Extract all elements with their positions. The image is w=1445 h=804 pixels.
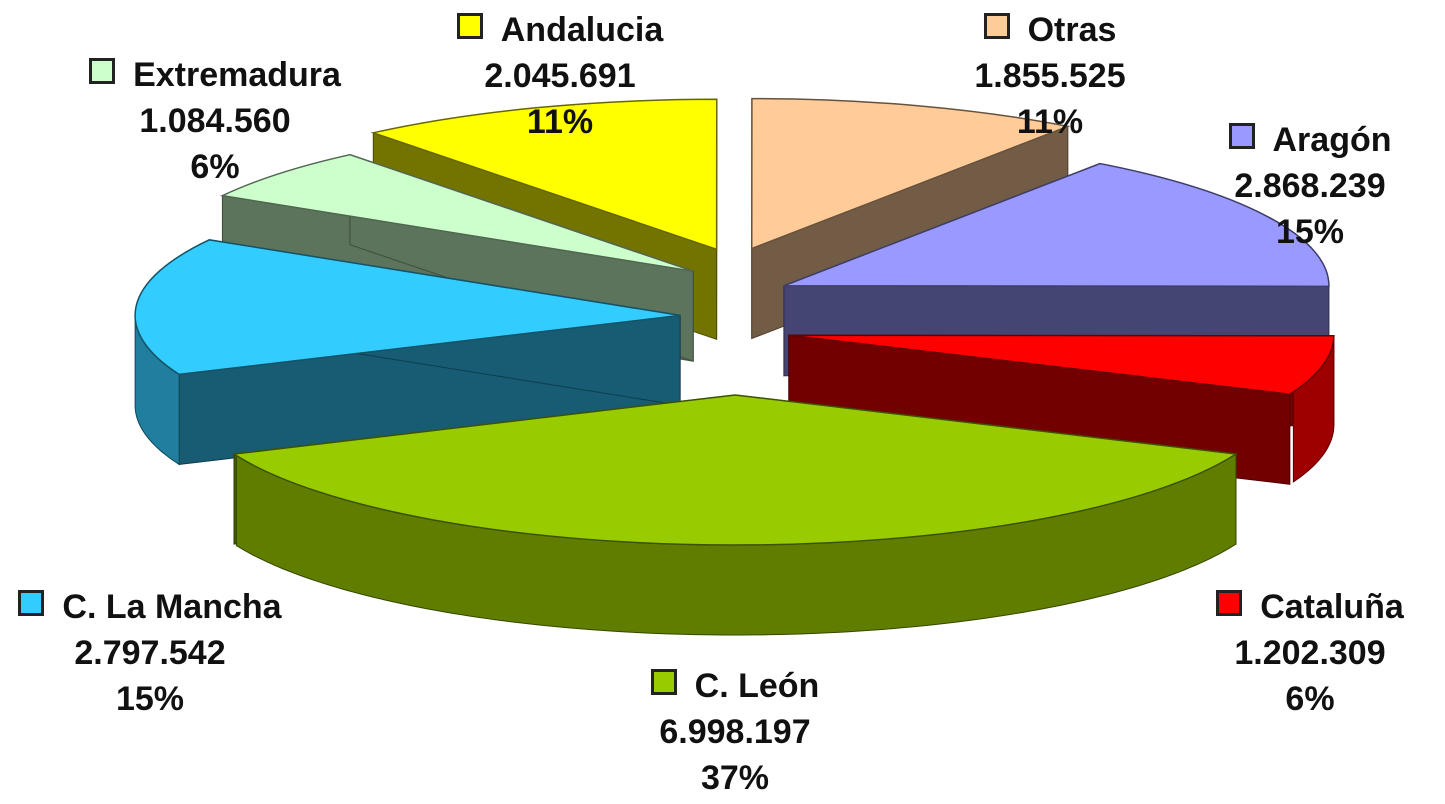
category-label: C. León [694,667,820,705]
legend-entry: Andalucia [370,7,750,53]
slice [783,162,1330,288]
percent-label: 6% [190,148,240,186]
slice-label: C. León 6.998.197 37% [525,663,945,801]
category-label: C. La Mancha [62,588,282,626]
value-label: 2.797.542 [74,634,226,672]
slice [134,239,681,376]
slice-label: Andalucia 2.045.691 11% [370,7,750,145]
category-label: Aragón [1272,121,1392,159]
percent-label: 6% [1285,680,1335,718]
legend-swatch [650,669,677,695]
slice [751,97,1071,250]
legend-swatch [18,590,45,616]
legend-entry: Otras [860,7,1240,53]
percent-label: 37% [700,759,770,797]
category-label: Andalucia [500,11,664,49]
legend-swatch [89,58,116,84]
value-label: 1.855.525 [974,57,1126,95]
value-label: 6.998.197 [659,713,811,751]
category-label: Cataluña [1260,588,1404,626]
legend-entry: C. La Mancha [10,584,290,630]
percent-label: 15% [1275,213,1345,251]
slice-label: Otras 1.855.525 11% [860,7,1240,145]
percent-label: 15% [115,680,185,718]
slice-label: Aragón 2.868.239 15% [1170,117,1445,255]
percent-label: 11% [1016,103,1084,141]
value-label: 1.084.560 [139,102,291,140]
slice-label: Extremadura 1.084.560 6% [5,52,425,190]
category-label: Otras [1027,11,1117,49]
slice-label: Cataluña 1.202.309 6% [1170,584,1445,722]
slice [219,153,694,272]
slice [231,394,1239,546]
legend-entry: Extremadura [5,52,425,98]
legend-swatch [456,13,483,39]
legend-swatch [1228,123,1255,149]
value-label: 2.868.239 [1234,167,1386,205]
legend-swatch [1216,590,1243,616]
legend-swatch [983,13,1010,39]
slice-label: C. La Mancha 2.797.542 15% [10,584,290,722]
percent-label: 11% [526,103,594,141]
value-label: 2.045.691 [484,57,636,95]
category-label: Extremadura [133,56,341,94]
value-label: 1.202.309 [1234,634,1386,672]
slice [370,98,718,251]
legend-entry: Aragón [1170,117,1445,163]
legend-entry: Cataluña [1170,584,1445,630]
legend-entry: C. León [525,663,945,709]
slice [788,334,1335,396]
